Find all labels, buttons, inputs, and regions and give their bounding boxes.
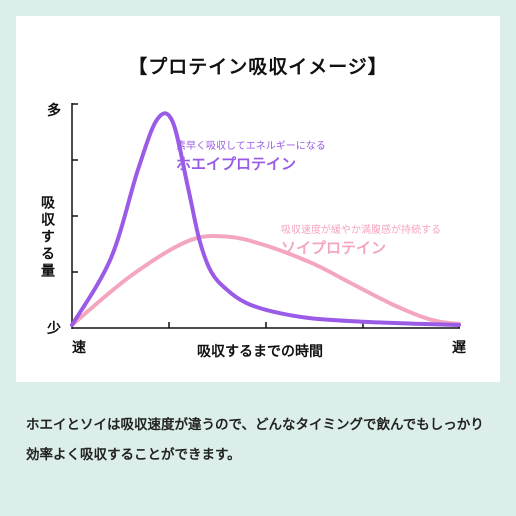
whey-annotation: 素早く吸収してエネルギーになる [176, 139, 326, 152]
soy-annotation: 吸収速度が緩やか満腹感が持続する [281, 223, 441, 236]
y-axis-label: 吸収する量 [39, 195, 55, 280]
whey-series-label: ホエイプロテイン [176, 155, 296, 173]
y-bottom-label: 少 [46, 320, 61, 337]
soy-protein-line [70, 233, 461, 327]
chart-card [16, 16, 500, 382]
soy-series-label: ソイプロテイン [281, 239, 386, 257]
chart-title: 【プロテイン吸収イメージ】 [128, 56, 388, 78]
x-axis-label: 吸収するまでの時間 [197, 343, 323, 360]
x-left-label: 速 [72, 339, 86, 356]
caption-text: ホエイとソイは吸収速度が違うので、どんなタイミングで飲んでもしっかり効率よく吸収… [26, 417, 484, 463]
y-top-label: 多 [47, 102, 61, 119]
x-right-label: 遅 [452, 340, 466, 356]
whey-protein-line [70, 111, 461, 327]
